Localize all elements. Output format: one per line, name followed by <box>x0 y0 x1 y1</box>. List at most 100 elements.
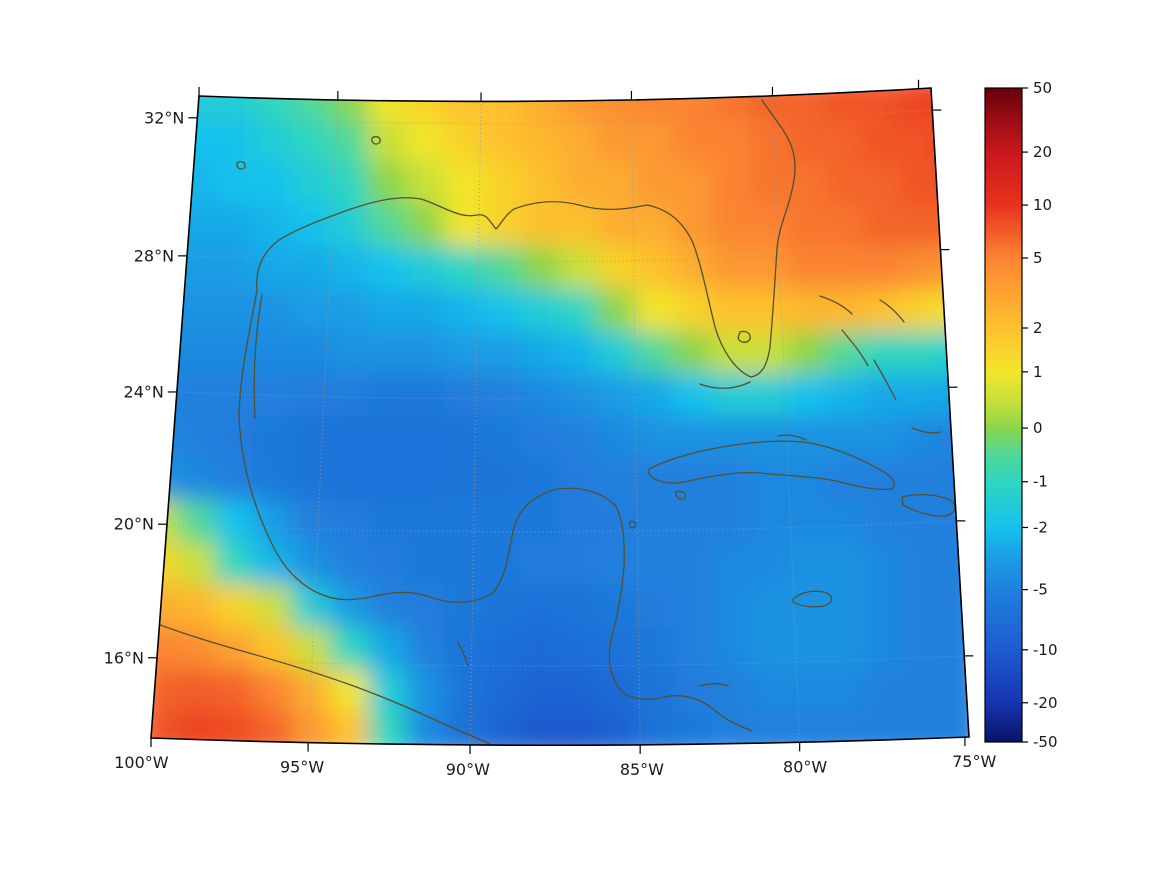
field-cell <box>151 542 180 587</box>
field-cell <box>826 88 867 122</box>
field-cell <box>940 500 969 545</box>
field-cell <box>635 246 676 291</box>
field-cell <box>673 203 714 249</box>
field-cell <box>635 500 676 545</box>
field-cell <box>597 415 638 460</box>
field-cell <box>406 330 447 376</box>
field-cell <box>329 711 371 746</box>
field-cell <box>520 203 561 249</box>
field-cell <box>826 627 867 672</box>
graticule-parallel <box>187 249 941 263</box>
field-cell <box>711 711 752 746</box>
field-cell <box>635 119 676 164</box>
field-cell <box>253 711 294 746</box>
field-cell <box>177 161 218 206</box>
field-cell <box>368 161 409 206</box>
coastline-cozumel <box>628 520 637 529</box>
field-cell <box>215 203 256 249</box>
field-cell <box>177 330 218 376</box>
coastline-florida-keys <box>699 381 751 389</box>
field-cell <box>291 500 332 545</box>
field-cell <box>151 669 180 714</box>
field-cell <box>864 246 905 291</box>
field-cell <box>151 161 180 206</box>
field-cell <box>520 542 561 587</box>
field-cell <box>291 373 332 418</box>
field-cell <box>253 288 294 333</box>
field-cell <box>673 500 714 545</box>
field-cell <box>482 119 523 164</box>
field-cell <box>215 246 256 291</box>
x-tick-label: 75°W <box>952 752 996 771</box>
field-cell <box>559 542 600 587</box>
field-cell <box>826 415 867 460</box>
field-cell <box>749 711 791 746</box>
field-cell <box>520 373 561 418</box>
field-cell <box>368 542 409 587</box>
field-cell <box>520 161 561 206</box>
coastline-inland-lake-2 <box>371 135 381 145</box>
field-cell <box>711 415 752 460</box>
coastline-jamaica <box>792 590 833 608</box>
field-cell <box>329 542 371 587</box>
field-cell <box>711 627 752 672</box>
field-cell <box>902 669 943 714</box>
field-cell <box>902 330 943 376</box>
colorbar-tick-label: 2 <box>1033 319 1043 337</box>
y-tick-label: 32°N <box>144 108 184 127</box>
field-cell <box>329 119 371 164</box>
field-cell <box>253 500 294 545</box>
field-cell <box>864 119 905 164</box>
coastlines <box>151 99 956 745</box>
field-cell <box>788 330 829 376</box>
field-cell <box>826 584 867 630</box>
field-cell <box>482 711 523 746</box>
field-cell <box>902 542 943 587</box>
field-cell <box>597 627 638 672</box>
field-cell <box>406 246 447 291</box>
field-cell <box>520 119 561 164</box>
field-cell <box>902 203 943 249</box>
field-cell <box>444 500 485 545</box>
field-cell <box>406 373 447 418</box>
field-cell <box>520 246 561 291</box>
field-cell <box>940 627 969 672</box>
field-cell <box>635 669 676 714</box>
field-cell <box>749 669 791 714</box>
field-cell <box>215 500 256 545</box>
y-tick-label: 20°N <box>114 515 154 534</box>
field-cell <box>559 627 600 672</box>
field-cell <box>444 288 485 333</box>
field-cell <box>864 627 905 672</box>
colorbar-tick-label: 0 <box>1033 419 1043 437</box>
field-cell <box>864 88 905 122</box>
field-cell <box>902 415 943 460</box>
field-cell <box>749 457 791 503</box>
field-cell <box>902 373 943 418</box>
field-cell <box>559 669 600 714</box>
field-cell <box>864 542 905 587</box>
field-cell <box>673 119 714 164</box>
field-cell <box>826 500 867 545</box>
field-cell <box>177 542 218 587</box>
field-cell <box>788 711 829 746</box>
field-cell <box>559 88 600 122</box>
field-cell <box>520 288 561 333</box>
coastline-bahamas-1 <box>819 295 853 315</box>
field-cell <box>253 330 294 376</box>
coastline-bahamas-3 <box>873 359 897 401</box>
field-cell <box>902 288 943 333</box>
field-cell <box>215 330 256 376</box>
field-cell <box>444 457 485 503</box>
field-cell <box>749 246 791 291</box>
field-cell <box>597 711 638 746</box>
field-cell <box>864 415 905 460</box>
field-cell <box>520 711 561 746</box>
field-cell <box>597 288 638 333</box>
field-cell <box>673 161 714 206</box>
field-cell <box>788 119 829 164</box>
axes: 100°W 95°W 90°W 85°W 80°W 75°W 32°N 28°N 24°N 20°… <box>104 79 996 779</box>
field-cell <box>482 246 523 291</box>
field-cell <box>673 373 714 418</box>
field-cell <box>215 584 256 630</box>
